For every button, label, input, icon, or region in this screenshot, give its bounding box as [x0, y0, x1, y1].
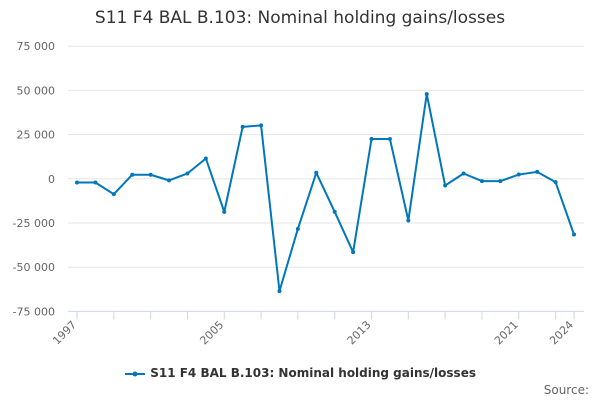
- data-point: [369, 137, 374, 142]
- x-tick-label: 2021: [492, 318, 521, 347]
- data-point: [535, 169, 540, 174]
- data-point: [387, 137, 392, 142]
- chart-title: S11 F4 BAL B.103: Nominal holding gains/…: [94, 8, 506, 28]
- legend-line-marker-icon: [125, 371, 146, 376]
- data-point: [93, 180, 98, 185]
- data-point: [572, 232, 576, 237]
- series-line: [77, 93, 575, 293]
- data-point: [185, 171, 190, 176]
- y-tick-label: 50 000: [17, 84, 56, 97]
- data-point: [222, 209, 227, 214]
- source-label: Source:: [543, 383, 589, 397]
- data-point: [240, 124, 245, 129]
- data-point: [314, 170, 319, 175]
- data-point: [332, 209, 337, 214]
- x-tick-label: 2005: [197, 318, 226, 347]
- data-point: [277, 289, 282, 294]
- legend-item[interactable]: S11 F4 BAL B.103: Nominal holding gains/…: [0, 366, 600, 380]
- data-point: [479, 179, 484, 184]
- y-tick-label: 0: [48, 173, 55, 186]
- y-tick-label: -75 000: [13, 305, 55, 318]
- data-point: [259, 123, 264, 128]
- data-point: [498, 179, 503, 184]
- data-point: [111, 192, 116, 197]
- data-point: [295, 226, 300, 231]
- y-tick-label: -25 000: [13, 217, 55, 230]
- y-tick-label: 25 000: [17, 129, 56, 142]
- x-tick-label: 2013: [345, 318, 374, 347]
- data-point: [130, 172, 135, 177]
- data-point: [148, 172, 153, 177]
- x-tick-label: 2024: [547, 318, 576, 347]
- data-point: [167, 178, 172, 183]
- y-tick-label: -50 000: [13, 261, 55, 274]
- x-tick-label: 1997: [50, 318, 79, 347]
- data-point: [75, 180, 79, 185]
- data-point: [516, 172, 521, 177]
- data-point: [406, 218, 411, 223]
- data-point: [203, 156, 208, 161]
- data-point: [424, 92, 429, 97]
- data-point: [461, 171, 466, 176]
- data-point: [553, 180, 558, 185]
- y-tick-label: 75 000: [17, 40, 56, 53]
- data-point: [351, 250, 356, 255]
- legend-label: S11 F4 BAL B.103: Nominal holding gains/…: [150, 366, 476, 380]
- data-point: [443, 183, 448, 188]
